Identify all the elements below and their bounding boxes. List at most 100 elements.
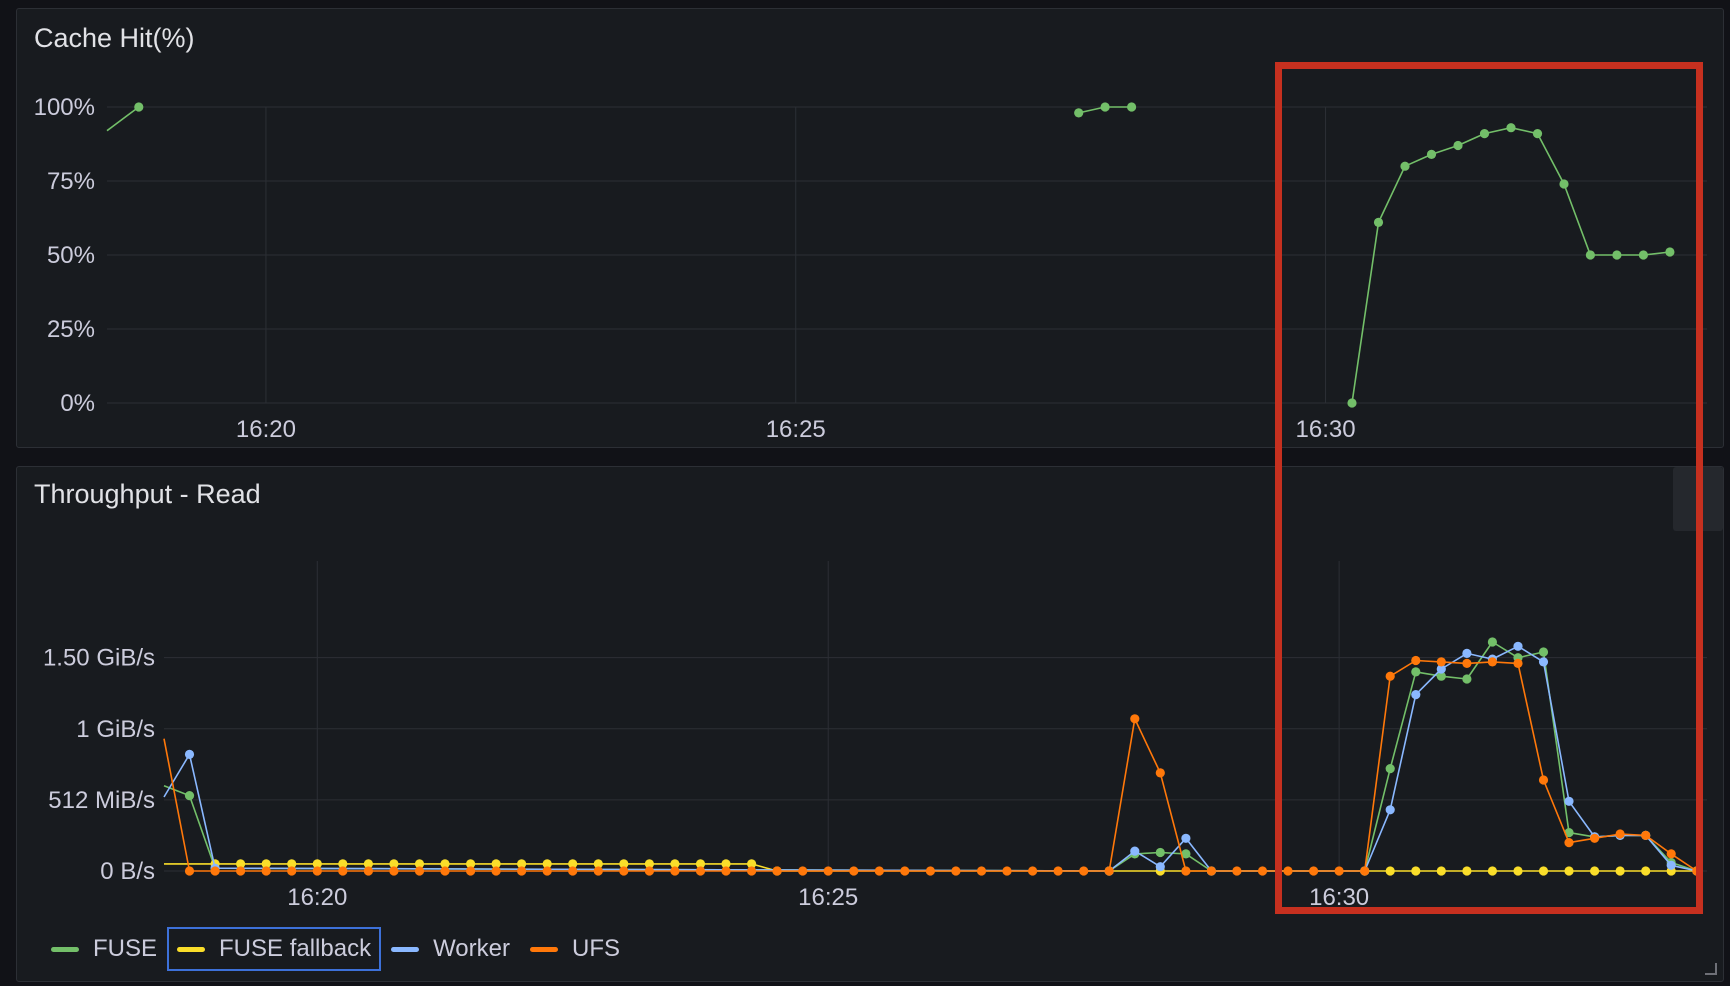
cache-hit-panel: Cache Hit(%) 100% 75% 50% 25% 0% 16:20 16:25 16… xyxy=(16,8,1724,448)
legend-swatch-fuse-fallback xyxy=(177,946,206,952)
data-point-ufs xyxy=(389,866,399,876)
data-point-fuse-fallback xyxy=(619,859,629,869)
data-point-ufs xyxy=(925,866,936,876)
data-point-worker xyxy=(1513,641,1523,651)
legend-item-fuse[interactable]: FUSE xyxy=(41,927,167,971)
data-point-ufs xyxy=(1538,775,1549,785)
data-point-ufs xyxy=(823,866,833,876)
legend-label-ufs: UFS xyxy=(571,935,620,962)
data-point-fuse-fallback xyxy=(670,859,680,869)
data-point-ufs xyxy=(1436,657,1446,667)
data-point-fuse xyxy=(1436,671,1446,681)
data-point-fuse-fallback xyxy=(1436,866,1446,876)
data-point-fuse xyxy=(1506,123,1516,133)
data-point-ufs xyxy=(1104,866,1114,876)
data-point-fuse xyxy=(1479,129,1490,139)
data-point-fuse-fallback xyxy=(363,859,373,869)
data-point-fuse xyxy=(1385,764,1395,774)
data-point-fuse xyxy=(1347,398,1357,408)
data-point-ufs xyxy=(261,866,271,876)
data-point-ufs xyxy=(1615,829,1625,839)
data-point-ufs xyxy=(670,866,680,876)
panel-title-cache-hit: Cache Hit(%) xyxy=(34,23,195,53)
data-point-ufs xyxy=(1028,866,1038,876)
panel-resize-handle[interactable] xyxy=(1705,963,1717,975)
data-point-ufs xyxy=(517,866,527,876)
data-point-ufs xyxy=(1309,866,1319,876)
series-line-fuse-0 xyxy=(106,106,140,132)
legend-item-ufs[interactable]: UFS xyxy=(520,927,630,971)
data-point-worker xyxy=(1181,833,1191,843)
legend: FUSE FUSE fallback Worker UFS xyxy=(41,927,630,971)
data-point-worker xyxy=(1462,648,1472,658)
data-point-ufs xyxy=(772,866,782,876)
data-point-fuse-fallback xyxy=(287,859,297,869)
data-point-fuse xyxy=(1155,847,1165,858)
cache-hit-chart[interactable]: 100% 75% 50% 25% 0% 16:20 16:25 16:30 xyxy=(17,9,1723,447)
data-point-fuse xyxy=(1411,667,1421,677)
data-point-fuse-fallback xyxy=(338,859,348,869)
data-point-ufs xyxy=(1411,655,1421,666)
data-point-fuse xyxy=(184,791,195,801)
data-point-ufs xyxy=(236,866,246,876)
data-point-ufs xyxy=(1283,866,1293,876)
data-point-ufs xyxy=(1334,866,1344,876)
data-point-fuse xyxy=(1559,179,1569,189)
data-point-fuse xyxy=(1453,140,1463,151)
data-point-fuse-fallback xyxy=(593,859,603,869)
data-point-ufs xyxy=(1360,866,1370,876)
legend-label-worker: Worker xyxy=(433,935,510,962)
data-point-fuse xyxy=(1127,102,1137,112)
data-point-ufs xyxy=(695,866,706,876)
x-tick-label: 16:30 xyxy=(1309,884,1369,911)
x-tick-label: 16:25 xyxy=(766,416,826,443)
data-point-ufs xyxy=(1079,866,1089,876)
data-point-ufs xyxy=(798,866,808,876)
data-point-ufs xyxy=(1232,866,1242,876)
data-point-ufs xyxy=(466,866,476,876)
x-tick-label: 16:25 xyxy=(798,884,858,911)
data-point-fuse xyxy=(1585,250,1595,260)
data-point-ufs xyxy=(976,866,987,876)
series-line-fuse-2 xyxy=(1351,126,1670,404)
data-point-fuse xyxy=(1181,849,1191,859)
data-point-fuse-fallback xyxy=(695,859,706,869)
legend-item-worker[interactable]: Worker xyxy=(381,927,520,971)
data-point-ufs xyxy=(568,866,578,876)
data-point-fuse-fallback xyxy=(414,859,425,869)
data-point-ufs xyxy=(542,866,552,876)
data-point-ufs xyxy=(1257,866,1268,876)
data-point-fuse-fallback xyxy=(747,859,757,869)
data-point-ufs xyxy=(1590,833,1600,843)
y-tick-label: 100% xyxy=(34,94,95,121)
data-point-fuse-fallback xyxy=(312,859,322,869)
data-point-ufs xyxy=(414,866,425,876)
throughput-read-panel: Throughput - Read · · · 1.50 GiB/s 1 GiB/s 5… xyxy=(16,466,1724,982)
y-tick-label: 75% xyxy=(47,168,95,195)
x-tick-label: 16:30 xyxy=(1296,416,1356,443)
panel-title-throughput-read: Throughput - Read xyxy=(34,479,261,509)
data-point-worker xyxy=(1385,805,1395,815)
data-point-fuse xyxy=(1426,149,1437,159)
data-point-worker xyxy=(1411,690,1421,700)
throughput-read-chart[interactable]: 1.50 GiB/s 1 GiB/s 512 MiB/s 0 B/s 16:20 16:2… xyxy=(17,467,1723,981)
data-point-ufs xyxy=(1513,658,1523,668)
data-point-fuse-fallback xyxy=(1487,866,1497,876)
y-tick-label: 0 B/s xyxy=(100,858,155,885)
data-point-fuse xyxy=(1665,247,1675,257)
data-point-ufs xyxy=(312,866,322,876)
legend-label-fuse-fallback: FUSE fallback xyxy=(219,935,372,962)
data-point-ufs xyxy=(491,866,501,876)
data-point-fuse-fallback xyxy=(466,859,476,869)
data-point-fuse-fallback xyxy=(721,859,731,869)
y-tick-label: 25% xyxy=(47,316,95,343)
data-point-fuse-fallback xyxy=(644,859,655,869)
data-point-ufs xyxy=(1155,768,1165,778)
data-point-ufs xyxy=(1002,866,1012,876)
data-point-ufs xyxy=(644,866,655,876)
data-point-fuse-fallback xyxy=(491,859,501,869)
x-tick-label: 16:20 xyxy=(287,884,347,911)
legend-swatch-fuse xyxy=(51,946,79,952)
legend-item-fuse-fallback[interactable]: FUSE fallback xyxy=(167,927,382,971)
data-point-fuse xyxy=(1538,647,1549,657)
